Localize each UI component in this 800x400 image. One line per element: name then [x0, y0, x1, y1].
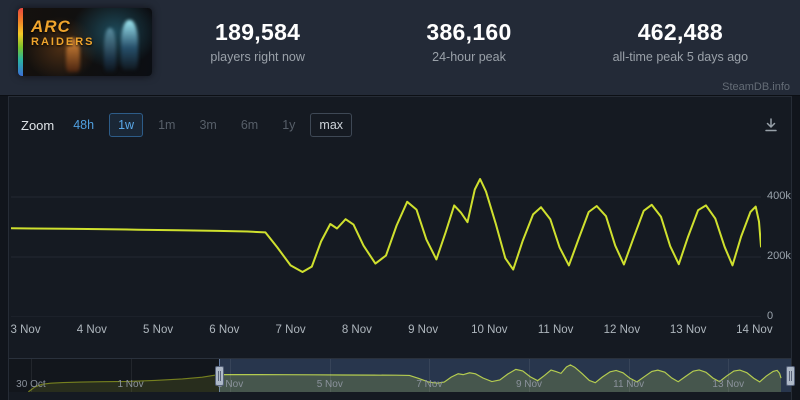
x-axis-label: 10 Nov: [471, 324, 508, 336]
zoom-button-group: 48h 1w 1m 3m 6m 1y max: [64, 112, 353, 138]
zoom-label: Zoom: [21, 117, 55, 133]
navigator-gridline: [529, 359, 530, 392]
24h-peak-label: 24-hour peak: [432, 50, 506, 64]
navigator-gridline: [728, 359, 730, 392]
navigator-date-label: 9 Nov: [515, 379, 543, 390]
chart-navigator[interactable]: 30 Oct 1 Nov 3 Nov 5 Nov 7 Nov 9 Nov 11 Nov 13 …: [9, 358, 795, 392]
alltime-peak-value: 462,488: [637, 19, 723, 45]
stats-header: ARC RAIDERS 189,584 players right now 38…: [0, 0, 800, 96]
x-axis-label: 12 Nov: [603, 324, 641, 336]
capsule-rainbow-stripe: [18, 7, 23, 76]
x-axis-label: 9 Nov: [408, 324, 439, 336]
x-axis-label: 6 Nov: [209, 324, 240, 336]
navigator-selected-range[interactable]: [219, 359, 791, 392]
navigator-gridline: [429, 359, 431, 392]
x-axis-label: 4 Nov: [76, 324, 107, 336]
game-logo-line1: ARC: [31, 16, 71, 36]
navigator-date-label: 13 Nov: [712, 379, 745, 390]
steamdb-watermark: SteamDB.info: [722, 81, 790, 93]
download-icon[interactable]: [763, 117, 779, 133]
current-players-label: players right now: [210, 50, 305, 64]
navigator-date-label: 5 Nov: [316, 379, 343, 390]
zoom-1y-button: 1y: [273, 113, 304, 138]
character-figure: [66, 37, 80, 72]
x-axis-label: 11 Nov: [537, 324, 574, 336]
player-count-chart[interactable]: 0 200k 400k 3 Nov 4 Nov 5 Nov 6 Nov 7 Nov 8 Nov…: [11, 149, 791, 336]
x-axis-label: 13 Nov: [669, 324, 707, 336]
stat-24h-peak: 386,160 24-hour peak: [363, 19, 574, 64]
stat-alltime-peak: 462,488 all-time peak 5 days ago: [575, 19, 786, 64]
24h-peak-value: 386,160: [426, 19, 512, 45]
x-axis-label: 14 Nov: [736, 324, 773, 336]
x-axis-label: 8 Nov: [341, 324, 372, 336]
x-axis-label: 5 Nov: [143, 324, 174, 336]
navigator-gridline: [628, 359, 630, 392]
character-figure: [104, 27, 116, 72]
x-axis: 3 Nov 4 Nov 5 Nov 6 Nov 7 Nov 8 Nov 9 Nov 10 No…: [10, 317, 773, 337]
stat-current-players: 189,584 players right now: [152, 19, 363, 64]
zoom-toolbar: Zoom 48h 1w 1m 3m 6m 1y max: [9, 97, 791, 141]
navigator-date-label: 7 Nov: [416, 379, 443, 390]
zoom-1w-button[interactable]: 1w: [109, 112, 144, 138]
player-stats: 189,584 players right now 386,160 24-hou…: [152, 19, 786, 64]
y-axis-label: 200k: [767, 250, 791, 262]
navigator-right-handle[interactable]: [786, 366, 795, 386]
navigator-left-handle[interactable]: [215, 366, 225, 386]
navigator-gridline: [329, 359, 331, 392]
navigator-date-label: 1 Nov: [117, 379, 144, 390]
game-capsule-image[interactable]: ARC RAIDERS: [18, 7, 152, 76]
navigator-unselected-mask: [9, 359, 220, 392]
navigator-date-label: 30 Oct: [16, 379, 46, 390]
zoom-1m-button: 1m: [149, 113, 184, 138]
zoom-3m-button: 3m: [190, 113, 225, 138]
navigator-gridline: [230, 359, 232, 392]
y-axis-label: 0: [767, 310, 774, 322]
character-figure: [121, 19, 138, 70]
chart-line-svg[interactable]: [11, 149, 761, 317]
zoom-max-button[interactable]: max: [310, 112, 353, 138]
chart-panel: Zoom 48h 1w 1m 3m 6m 1y max 0 200k 400k 3 Nov 4 N…: [8, 96, 795, 400]
x-axis-label: 7 Nov: [275, 324, 306, 336]
navigator-gridline: [130, 359, 132, 392]
navigator-date-label: 11 Nov: [613, 379, 645, 390]
game-logo-line2: RAIDERS: [31, 35, 95, 48]
navigator-gridline: [30, 359, 32, 392]
game-logo: ARC RAIDERS: [31, 18, 95, 48]
zoom-48h-button[interactable]: 48h: [64, 113, 103, 138]
zoom-6m-button: 6m: [232, 113, 267, 138]
navigator-date-label: 3 Nov: [217, 379, 244, 390]
x-axis-label: 3 Nov: [10, 324, 41, 336]
y-axis-label: 400k: [767, 190, 791, 202]
alltime-peak-label: all-time peak 5 days ago: [612, 50, 749, 64]
current-players-value: 189,584: [215, 19, 301, 45]
